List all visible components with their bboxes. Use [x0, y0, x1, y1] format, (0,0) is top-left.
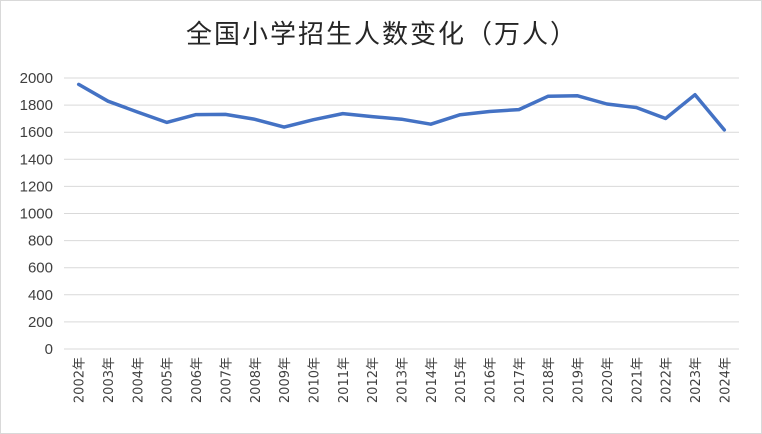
- x-tick-label: 2018年: [542, 357, 557, 403]
- x-tick-label: 2024年: [718, 357, 733, 403]
- x-axis-ticks: 2002年 2003年 2004年 2005年 2006年 2007年 2008年 2009年…: [73, 357, 734, 403]
- y-tick-label: 1600: [20, 124, 53, 141]
- x-tick-label: 2005年: [161, 357, 176, 403]
- x-tick-label: 2011年: [337, 357, 352, 403]
- x-tick-label: 2019年: [572, 357, 587, 403]
- y-tick-label: 1000: [20, 206, 53, 223]
- y-tick-label: 1800: [20, 97, 53, 114]
- x-tick-label: 2013年: [396, 357, 411, 403]
- x-tick-label: 2022年: [660, 357, 675, 403]
- x-tick-label: 2023年: [689, 357, 704, 403]
- x-tick-label: 2006年: [190, 357, 205, 403]
- x-tick-label: 2016年: [484, 357, 499, 403]
- series-line: [76, 82, 727, 132]
- x-tick-label: 2002年: [73, 357, 88, 403]
- y-tick-label: 1400: [20, 151, 53, 168]
- y-tick-label: 0: [45, 341, 53, 358]
- x-tick-label: 2021年: [630, 357, 645, 403]
- y-axis-ticks: 0 200 400 600 800 1000 1200 1400 1600 1800 2000: [20, 70, 53, 358]
- y-tick-label: 600: [28, 260, 53, 277]
- x-tick-label: 2003年: [102, 357, 117, 403]
- y-tick-label: 400: [28, 287, 53, 304]
- x-tick-label: 2009年: [278, 357, 293, 403]
- y-tick-label: 800: [28, 233, 53, 250]
- x-tick-label: 2012年: [366, 357, 381, 403]
- x-tick-label: 2014年: [425, 357, 440, 403]
- x-tick-label: 2015年: [454, 357, 469, 403]
- x-tick-label: 2008年: [249, 357, 264, 403]
- y-tick-label: 2000: [20, 70, 53, 87]
- y-tick-label: 1200: [20, 178, 53, 195]
- x-tick-label: 2007年: [219, 357, 234, 403]
- x-tick-label: 2004年: [131, 357, 146, 403]
- y-tick-label: 200: [28, 314, 53, 331]
- x-tick-label: 2010年: [307, 357, 322, 403]
- chart-title: 全国小学招生人数变化（万人）: [186, 20, 578, 50]
- x-tick-label: 2020年: [601, 357, 616, 403]
- x-tick-label: 2017年: [513, 357, 528, 403]
